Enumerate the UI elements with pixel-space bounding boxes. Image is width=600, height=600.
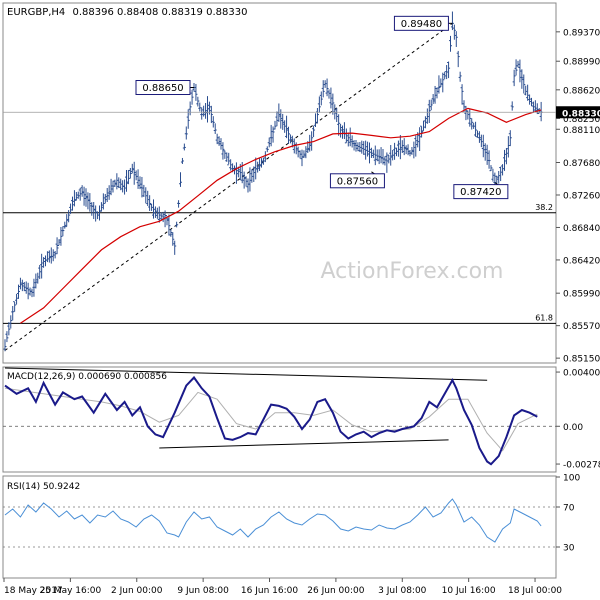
macd-title: MACD(12,26,9) 0.000690 0.000856	[7, 372, 167, 382]
macd-trendline-1	[159, 439, 449, 449]
moving-average-line	[20, 107, 542, 324]
callout-label-1: 0.89480	[401, 19, 442, 30]
callout-box-0	[135, 80, 191, 96]
price-ytick-label-6: 0.87680	[563, 159, 600, 169]
rsi-ytick-label-1: 70	[563, 504, 575, 514]
xtick-label-4: 16 Jun 16:00	[241, 586, 298, 596]
price-ytick-label-3: 0.88620	[563, 86, 600, 96]
price-ytick-label-8: 0.86840	[563, 224, 600, 234]
rsi-panel-frame	[2, 475, 557, 579]
rsi-line	[4, 498, 542, 543]
symbol-label: EURGBP,H4 0.88396 0.88408 0.88319 0.8833…	[7, 7, 247, 18]
callout-box-3	[453, 184, 509, 200]
rsi-ytick-label-2: 30	[563, 544, 575, 554]
rsi-ytick-label-0: 100	[563, 474, 580, 484]
callout-label-2: 0.87560	[337, 176, 378, 187]
xtick-label-6: 3 Jul 08:00	[378, 586, 427, 596]
xtick-label-1: 25 May 16:00	[40, 586, 102, 596]
price-ytick-label-7: 0.87260	[563, 191, 600, 201]
callout-box-2	[329, 173, 385, 189]
price-ytick-label-2: 0.88990	[563, 58, 600, 68]
rsi-title: RSI(14) 50.9242	[7, 482, 80, 492]
symbol-text: EURGBP,H4	[7, 7, 65, 18]
price-ytick-label-4: 0.88250	[563, 115, 600, 125]
callout-label-3: 0.87420	[460, 187, 501, 198]
price-panel-frame	[2, 2, 557, 364]
fib-label-1: 61.8	[535, 313, 553, 322]
price-ma	[20, 107, 542, 324]
macd-ytick-label-2: -0.002787	[563, 461, 600, 471]
price-ytick-label-9: 0.86420	[563, 256, 600, 266]
price-callouts: 0.88650 0.89480 0.87560 0.87420	[135, 15, 509, 200]
macd-signal-line	[4, 387, 538, 452]
xtick-label-8: 18 Jul 00:00	[508, 586, 562, 596]
watermark: ActionForex.com	[321, 259, 504, 284]
fib-label-0: 38.2	[535, 203, 553, 212]
price-trendline	[4, 22, 453, 351]
xtick-label-3: 9 Jun 08:00	[177, 586, 229, 596]
macd-ytick-label-0: 0.004001	[563, 369, 600, 379]
xtick-label-5: 26 Jun 00:00	[307, 586, 364, 596]
current-price-box	[556, 106, 600, 119]
current-price-label: 0.88330	[562, 109, 600, 119]
callout-box-1	[393, 15, 449, 31]
price-ytick-label-12: 0.85150	[563, 355, 600, 365]
macd-line	[4, 375, 538, 466]
xtick-label-7: 10 Jul 16:00	[442, 586, 496, 596]
price-ytick-label-10: 0.85990	[563, 290, 600, 300]
xtick-label-0: 18 May 2017	[4, 586, 63, 596]
macd-group: MACD(12,26,9) 0.000690 0.000856 0.004001 0…	[3, 367, 600, 471]
ohlc-text: 0.88396 0.88408 0.88319 0.88330	[72, 7, 247, 18]
price-ytick-label-11: 0.85570	[563, 322, 600, 332]
rsi-group: RSI(14) 50.9242 100 70 30	[3, 474, 580, 554]
macd-trendline-0	[4, 367, 488, 381]
price-dashed-trendline	[4, 22, 453, 351]
macd-ytick-label-1: 0.00	[563, 423, 583, 433]
macd-panel-frame	[2, 366, 557, 473]
price-bars	[3, 11, 543, 352]
price-ytick-label-1: 0.89370	[563, 28, 600, 38]
xtick-label-2: 2 Jun 00:00	[111, 586, 163, 596]
price-ytick-label-5: 0.88110	[563, 126, 600, 136]
callout-label-0: 0.88650	[142, 83, 183, 94]
